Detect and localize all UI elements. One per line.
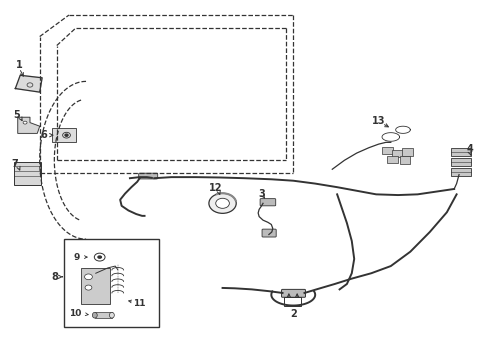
Circle shape — [65, 134, 68, 136]
Text: 1: 1 — [16, 60, 22, 70]
Bar — [52, 128, 76, 142]
Bar — [382, 147, 392, 154]
Text: 4: 4 — [466, 144, 472, 154]
Bar — [81, 268, 110, 304]
Text: 11: 11 — [133, 299, 145, 308]
Bar — [14, 162, 41, 185]
Text: 2: 2 — [289, 309, 296, 319]
Polygon shape — [15, 75, 42, 92]
Bar — [399, 156, 409, 163]
FancyBboxPatch shape — [260, 199, 275, 206]
Bar — [391, 150, 402, 157]
Bar — [95, 312, 112, 318]
FancyBboxPatch shape — [281, 289, 305, 297]
Text: 5: 5 — [13, 110, 20, 120]
Text: 9: 9 — [73, 253, 79, 262]
FancyBboxPatch shape — [139, 173, 158, 179]
Text: 6: 6 — [40, 130, 47, 140]
Bar — [450, 168, 470, 176]
Text: 7: 7 — [11, 159, 18, 169]
Bar — [401, 148, 412, 156]
Circle shape — [23, 121, 27, 124]
Circle shape — [97, 255, 102, 259]
Text: 10: 10 — [68, 309, 81, 318]
Text: 12: 12 — [208, 183, 222, 193]
Ellipse shape — [109, 312, 114, 318]
Circle shape — [84, 274, 92, 280]
Bar — [64, 239, 159, 327]
Ellipse shape — [92, 312, 97, 318]
Bar — [450, 158, 470, 166]
Circle shape — [85, 285, 92, 290]
Circle shape — [208, 193, 236, 213]
Text: 3: 3 — [258, 189, 265, 199]
Bar — [386, 156, 397, 163]
Bar — [284, 297, 300, 306]
FancyBboxPatch shape — [262, 229, 276, 237]
Text: 8: 8 — [52, 272, 59, 282]
Circle shape — [215, 198, 229, 208]
Polygon shape — [18, 117, 40, 134]
Text: 13: 13 — [371, 116, 385, 126]
Bar — [450, 148, 470, 156]
